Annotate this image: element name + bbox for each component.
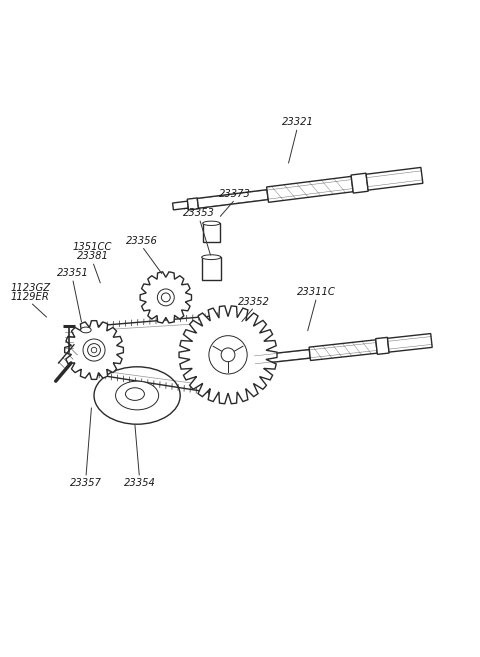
Ellipse shape [125,388,144,400]
Text: 1351CC: 1351CC [73,242,112,252]
Polygon shape [351,173,368,193]
Circle shape [161,293,170,302]
Polygon shape [179,306,277,403]
Ellipse shape [116,381,158,410]
Text: 23381: 23381 [77,252,108,261]
Text: 23353: 23353 [183,208,215,218]
Ellipse shape [94,367,180,424]
Polygon shape [366,168,423,190]
Ellipse shape [203,221,220,225]
Polygon shape [376,337,389,354]
Ellipse shape [202,255,221,260]
Text: 1129ER: 1129ER [11,292,50,302]
Text: 23351: 23351 [57,268,88,279]
Text: 23321: 23321 [281,118,313,127]
Circle shape [83,339,105,361]
Polygon shape [387,334,432,352]
Text: 23352: 23352 [239,297,270,307]
Polygon shape [254,350,310,364]
Text: 23373: 23373 [219,189,251,199]
Text: 23311C: 23311C [297,287,336,298]
Ellipse shape [81,327,91,333]
Circle shape [221,348,235,362]
Polygon shape [246,355,255,365]
Polygon shape [197,190,268,208]
Text: 23357: 23357 [70,478,102,488]
Circle shape [209,336,247,374]
Polygon shape [173,201,188,210]
Polygon shape [202,257,221,280]
Text: 23354: 23354 [123,478,156,488]
Circle shape [157,289,174,306]
Circle shape [91,348,97,353]
Polygon shape [266,176,353,202]
Polygon shape [65,321,123,380]
Polygon shape [309,340,377,361]
Polygon shape [140,272,192,323]
Polygon shape [187,198,199,210]
Circle shape [87,344,100,357]
Polygon shape [235,357,247,365]
Text: 1123GZ: 1123GZ [10,283,50,292]
Polygon shape [203,223,220,242]
Text: 23356: 23356 [126,236,158,246]
